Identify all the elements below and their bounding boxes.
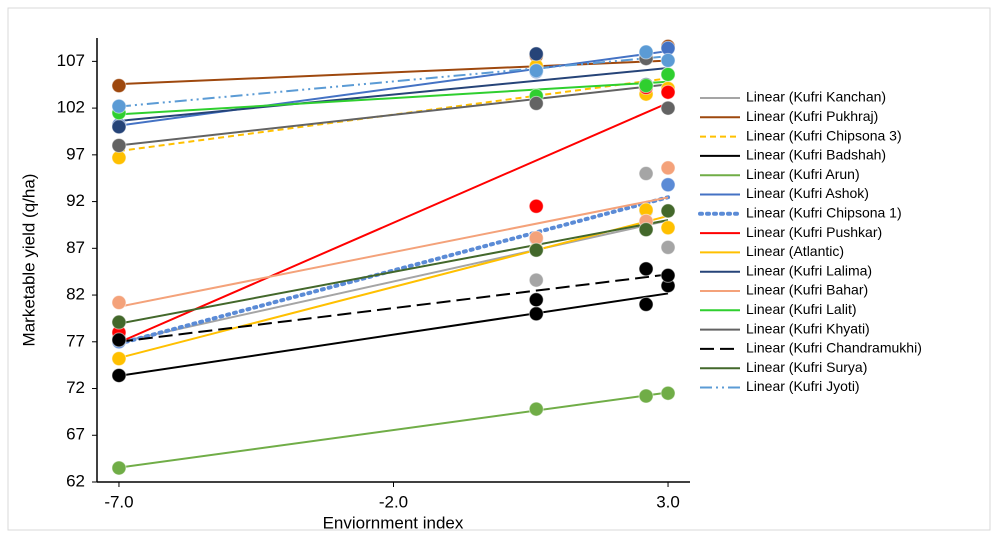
trendline (118, 77, 669, 153)
data-point (660, 52, 676, 68)
y-tick-label: 107 (57, 51, 85, 70)
data-point (638, 388, 654, 404)
y-tick-label: 77 (66, 331, 85, 350)
data-point (111, 314, 127, 330)
chart-frame (7, 7, 991, 531)
trendline (118, 214, 669, 359)
legend-label: Linear (Kufri Lalima) (746, 262, 872, 278)
y-tick-label: 62 (66, 471, 85, 490)
legend-label: Linear (Kufri Pushkar) (746, 224, 882, 240)
trendline (118, 67, 669, 122)
data-point (660, 84, 676, 100)
y-tick-label: 82 (66, 285, 85, 304)
trendline (118, 273, 669, 343)
data-point (638, 78, 654, 94)
legend-label: Linear (Kufri Chandramukhi) (746, 340, 922, 356)
y-tick-label: 72 (66, 378, 85, 397)
data-point (528, 242, 544, 258)
data-point (660, 203, 676, 219)
trendline (118, 55, 669, 108)
y-axis-label: Marketable yield (q/ha) (19, 174, 38, 347)
data-point (660, 385, 676, 401)
trendline (116, 195, 671, 346)
data-point (111, 367, 127, 383)
trendline (118, 391, 669, 469)
data-point (660, 160, 676, 176)
legend-label: Linear (Kufri Pukhraj) (746, 108, 878, 124)
legend-label: Linear (Kufri Chipsona 1) (746, 205, 902, 221)
x-tick-label: 3.0 (656, 492, 680, 511)
legend-label: Linear (Kufri Kanchan) (746, 89, 886, 105)
data-point (528, 401, 544, 417)
data-point (528, 198, 544, 214)
data-point (638, 296, 654, 312)
data-point (528, 272, 544, 288)
data-point (111, 119, 127, 135)
data-point (111, 137, 127, 153)
trendline (118, 196, 669, 308)
trendline (118, 292, 669, 377)
data-point (638, 44, 654, 60)
x-tick-label: -7.0 (104, 492, 133, 511)
trendline (118, 219, 669, 344)
trendline (118, 219, 669, 325)
data-point (660, 100, 676, 116)
data-point (660, 267, 676, 283)
trendline (118, 83, 669, 147)
data-point (111, 460, 127, 476)
trendline (118, 80, 669, 116)
data-point (660, 66, 676, 82)
legend-label: Linear (Kufri Jyoti) (746, 378, 860, 394)
y-tick-label: 97 (66, 144, 85, 163)
y-tick-label: 92 (66, 191, 85, 210)
y-tick-label: 102 (57, 98, 85, 117)
data-point (111, 351, 127, 367)
data-point (528, 95, 544, 111)
data-point (638, 261, 654, 277)
legend-label: Linear (Kufri Chipsona 3) (746, 127, 902, 143)
legend-label: Linear (Kufri Ashok) (746, 185, 869, 201)
data-point (528, 306, 544, 322)
legend-label: Linear (Kufri Surya) (746, 359, 867, 375)
trendline (118, 50, 669, 127)
trendline (118, 102, 669, 344)
x-axis-label: Enviornment index (323, 513, 464, 532)
legend-label: Linear (Kufri Lalit) (746, 301, 857, 317)
data-point (528, 63, 544, 79)
data-point (111, 78, 127, 94)
data-point (638, 222, 654, 238)
data-point (660, 177, 676, 193)
data-point (111, 98, 127, 114)
x-tick-label: -2.0 (379, 492, 408, 511)
legend-label: Linear (Kufri Arun) (746, 166, 860, 182)
data-point (111, 332, 127, 348)
data-point (660, 239, 676, 255)
data-point (528, 292, 544, 308)
data-point (660, 220, 676, 236)
legend-label: Linear (Kufri Bahar) (746, 282, 868, 298)
legend-label: Linear (Atlantic) (746, 243, 844, 259)
y-tick-label: 87 (66, 238, 85, 257)
y-tick-label: 67 (66, 425, 85, 444)
data-point (638, 166, 654, 182)
legend-label: Linear (Kufri Badshah) (746, 147, 886, 163)
data-point (111, 295, 127, 311)
legend-label: Linear (Kufri Khyati) (746, 320, 870, 336)
data-point (528, 46, 544, 62)
